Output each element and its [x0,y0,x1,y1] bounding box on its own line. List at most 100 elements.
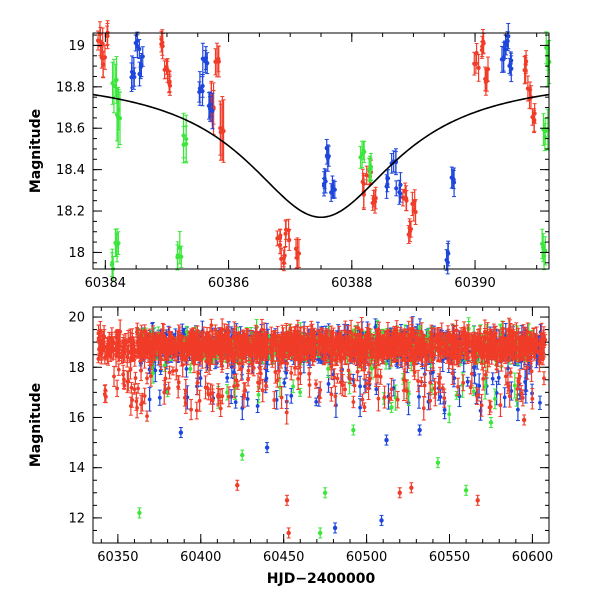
y-tick-label: 18.8 [56,80,85,95]
red-data-point [197,389,202,412]
blue-data-point [394,180,399,197]
blue-data-point [398,172,403,198]
red-data-point [317,392,322,403]
red-data-point [370,195,375,211]
green-outlier-point [137,507,142,519]
blue-data-point [494,380,499,406]
red-data-point [408,220,414,238]
y-tick-label: 18 [68,246,85,261]
y-tick-label: 19 [68,39,85,54]
red-data-point [307,367,312,381]
blue-data-point [314,397,319,407]
red-data-point [246,363,251,379]
red-data-point [335,373,340,384]
bottom-panel-full-light-curve: 60350 60400 60450 60500 60550 60600 12 14 16 18 20… [28,306,553,587]
red-data-point [531,110,537,134]
top-panel-y-axis-label: Magnitude [28,109,44,193]
red-data-point [104,25,110,47]
x-tick-label: 60500 [346,550,387,565]
blue-data-point [133,34,138,52]
red-data-point [145,410,150,422]
y-tick-label: 16 [68,411,85,426]
blue-outlier-point [264,442,270,454]
y-tick-label: 18.6 [56,122,85,137]
red-data-point [145,372,150,385]
red-data-point [189,398,194,421]
blue-outlier-point [332,522,338,534]
blue-data-point [451,167,457,198]
blue-data-point [537,395,542,410]
green-data-point [184,114,189,164]
top-panel-ticks: 60384 60386 60388 60390 18 18.2 18.4 18.6 18.8 19 [56,33,549,291]
x-tick-label: 60350 [97,550,138,565]
green-outlier-point [240,449,245,461]
red-data-point [277,235,283,255]
green-outlier-point [351,424,356,436]
red-data-point [102,44,108,70]
top-panel-data-points [95,20,552,282]
red-data-point [333,386,338,407]
y-tick-label: 14 [68,461,85,476]
x-tick-label: 60384 [85,276,126,291]
green-data-point [188,364,193,374]
red-data-point [284,400,289,425]
red-data-point [541,371,546,386]
green-data-point [175,244,180,271]
blue-data-point [358,398,363,418]
blue-data-point [284,367,289,379]
green-outlier-point [317,527,323,539]
red-outlier-point [521,414,527,426]
red-data-point [523,54,528,75]
red-data-point [289,365,294,381]
blue-data-point [496,370,501,385]
x-tick-label: 60450 [263,550,304,565]
red-data-point [378,368,383,385]
red-data-point [99,46,104,69]
red-data-point [476,53,481,82]
blue-data-point [282,378,287,388]
red-data-point [295,237,300,268]
red-data-point [329,386,334,402]
red-data-point [421,395,426,421]
blue-data-point [515,398,520,422]
red-data-point [133,371,138,385]
x-tick-label: 60386 [208,276,249,291]
red-outlier-point [284,494,290,506]
x-tick-label: 60390 [454,276,495,291]
green-data-point [460,372,465,398]
red-data-point [360,168,365,196]
red-data-point [214,42,220,78]
blue-data-point [157,389,162,406]
blue-data-point [197,81,202,103]
red-data-point [364,165,369,185]
x-tick-label: 60550 [429,550,470,565]
y-tick-label: 18.2 [56,205,85,220]
bottom-panel-x-axis-label: HJD−2400000 [267,571,376,587]
blue-data-point [138,55,143,80]
red-outlier-point [409,482,414,494]
red-data-point [159,35,164,53]
bottom-panel-y-axis-label: Magnitude [28,383,44,467]
blue-data-point [329,183,334,202]
blue-outlier-point [417,424,422,436]
blue-data-point [207,91,213,118]
red-data-point [264,381,269,391]
y-tick-label: 18 [68,361,85,376]
y-tick-label: 18.4 [56,163,85,178]
blue-data-point [446,240,451,267]
green-outlier-point [322,487,328,499]
blue-data-point [147,387,152,412]
red-data-point [530,387,535,410]
blue-data-point [322,168,327,190]
red-data-point [410,191,415,217]
red-data-point [194,401,199,420]
red-data-point [485,56,491,82]
red-data-point [400,188,406,207]
red-outlier-point [397,487,402,499]
green-data-point [117,91,123,146]
red-data-point [395,390,400,409]
red-data-point [403,182,408,201]
green-data-point [111,58,117,114]
x-tick-label: 60600 [512,550,553,565]
